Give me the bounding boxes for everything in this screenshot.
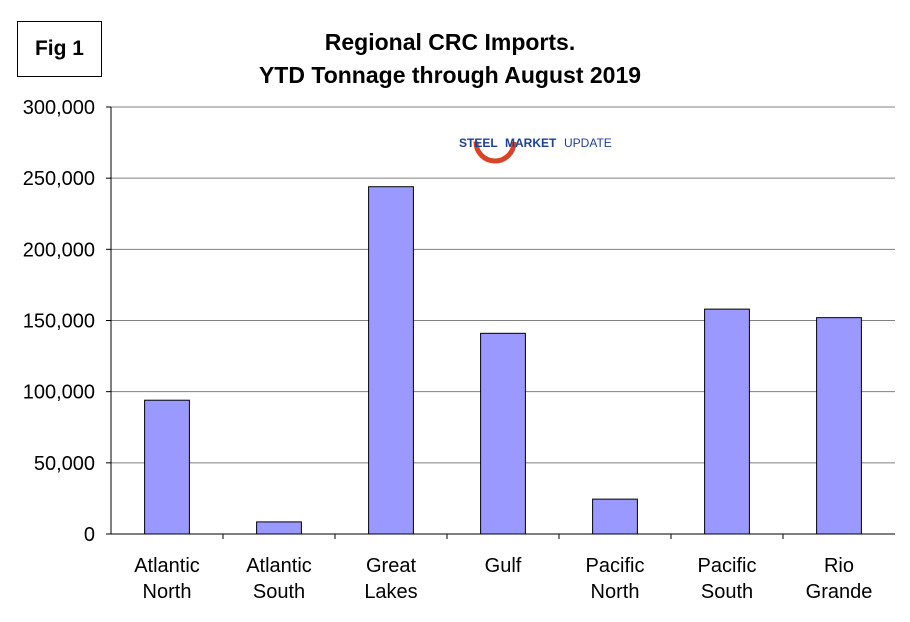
y-tick-label: 50,000 [34, 453, 95, 475]
x-tick-label: Great Lakes [364, 555, 417, 603]
figure-label: Fig 1 [17, 21, 102, 77]
logo-word-steel: STEEL [459, 136, 498, 150]
y-tick-label: 150,000 [23, 311, 95, 333]
x-tick-label: Rio Grande [806, 555, 873, 603]
chart-title-line1: Regional CRC Imports. [324, 29, 576, 55]
y-tick-label: 200,000 [23, 239, 95, 261]
x-tick-label: Pacific North [586, 555, 645, 603]
chart-title: Regional CRC Imports. YTD Tonnage throug… [230, 26, 670, 92]
y-tick-label: 0 [84, 524, 95, 546]
bars [144, 186, 862, 539]
bar [256, 521, 302, 535]
y-tick-label: 250,000 [23, 168, 95, 190]
x-tick-label: Atlantic North [134, 555, 200, 603]
steel-market-update-logo: STEEL MARKET UPDATE [459, 120, 612, 164]
bar [480, 332, 526, 535]
logo-word-market: MARKET [505, 136, 557, 150]
bar [592, 498, 638, 535]
y-tick-labels: 0 50,000 100,000 150,000 200,000 250,000 300,0… [23, 97, 95, 546]
bar [368, 186, 414, 535]
x-tick-label: Pacific South [698, 555, 757, 603]
bar [816, 317, 862, 535]
x-tick-label: Gulf [485, 555, 522, 577]
bar [144, 399, 190, 535]
bar [704, 308, 750, 535]
axes [110, 107, 895, 535]
logo-swoosh-icon [473, 120, 517, 164]
x-tick-label: Atlantic South [246, 555, 312, 603]
chart-title-line2: YTD Tonnage through August 2019 [258, 62, 642, 88]
x-tick-labels: Atlantic North Atlantic South Great Lakes Gulf… [134, 555, 872, 603]
logo-word-update: UPDATE [564, 136, 612, 150]
y-tick-label: 100,000 [23, 382, 95, 404]
y-tick-label: 300,000 [23, 97, 95, 119]
